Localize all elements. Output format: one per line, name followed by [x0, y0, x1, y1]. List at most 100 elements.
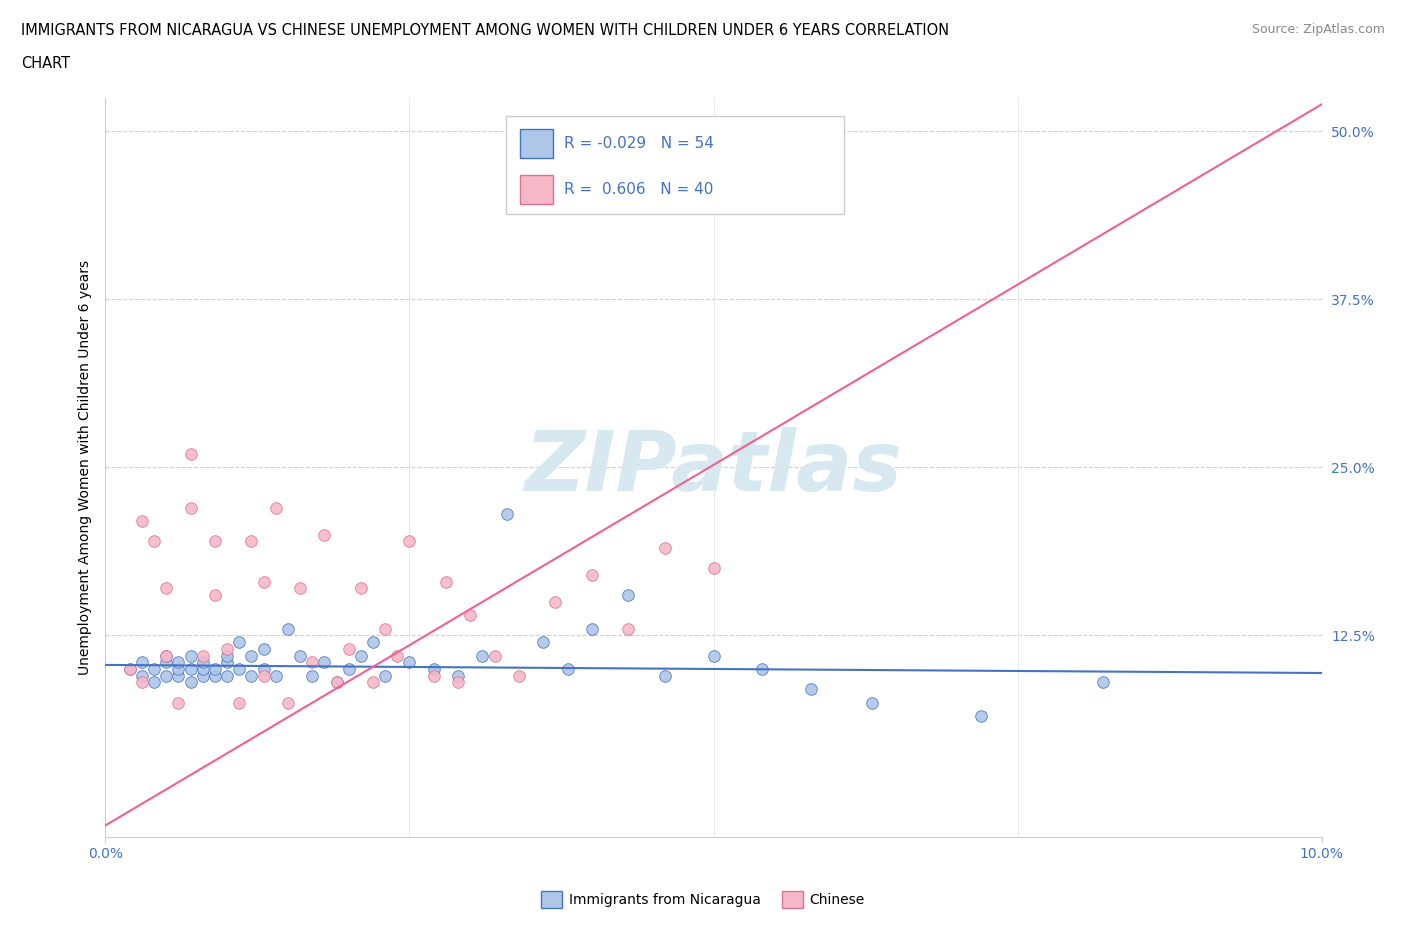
Point: [167, 661, 190, 676]
Point: [180, 648, 202, 663]
Point: [180, 661, 202, 676]
Point: [240, 648, 263, 663]
FancyBboxPatch shape: [520, 129, 554, 158]
Point: [557, 661, 579, 676]
Point: [167, 655, 190, 670]
Point: [374, 621, 396, 636]
Point: [228, 661, 250, 676]
Point: [180, 446, 202, 461]
Point: [131, 513, 153, 528]
Point: [155, 669, 177, 684]
Point: [155, 655, 177, 670]
FancyBboxPatch shape: [506, 116, 844, 214]
Point: [252, 661, 274, 676]
Point: [252, 669, 274, 684]
Point: [180, 675, 202, 690]
Point: [131, 655, 153, 670]
Point: [191, 655, 214, 670]
Point: [387, 648, 409, 663]
Point: [155, 581, 177, 596]
Point: [204, 588, 226, 603]
Point: [531, 634, 554, 649]
Point: [702, 561, 725, 576]
Point: [240, 669, 263, 684]
Point: [508, 669, 530, 684]
Point: [288, 648, 311, 663]
Point: [544, 594, 567, 609]
Point: [617, 588, 640, 603]
Point: [314, 655, 336, 670]
Point: [581, 567, 603, 582]
Point: [751, 661, 773, 676]
Point: [131, 675, 153, 690]
Point: [228, 695, 250, 710]
FancyBboxPatch shape: [520, 175, 554, 205]
Point: [447, 675, 470, 690]
Text: CHART: CHART: [21, 56, 70, 71]
Point: [654, 669, 676, 684]
Point: [398, 534, 420, 549]
Point: [252, 642, 274, 657]
Point: [617, 621, 640, 636]
Point: [350, 648, 373, 663]
Text: R = -0.029   N = 54: R = -0.029 N = 54: [564, 136, 713, 151]
Point: [361, 634, 384, 649]
Point: [143, 675, 166, 690]
Point: [191, 661, 214, 676]
Point: [800, 682, 823, 697]
Point: [204, 669, 226, 684]
Point: [143, 534, 166, 549]
Point: [350, 581, 373, 596]
Point: [458, 608, 481, 623]
Point: [217, 642, 239, 657]
Point: [155, 648, 177, 663]
Point: [495, 507, 517, 522]
Point: [240, 534, 263, 549]
Point: [167, 695, 190, 710]
Legend: Immigrants from Nicaragua, Chinese: Immigrants from Nicaragua, Chinese: [536, 885, 870, 914]
Point: [180, 500, 202, 515]
Point: [118, 661, 141, 676]
Point: [325, 675, 347, 690]
Text: Source: ZipAtlas.com: Source: ZipAtlas.com: [1251, 23, 1385, 36]
Point: [264, 500, 287, 515]
Point: [217, 669, 239, 684]
Point: [581, 621, 603, 636]
Point: [277, 695, 299, 710]
Point: [314, 527, 336, 542]
Point: [143, 661, 166, 676]
Point: [398, 655, 420, 670]
Point: [325, 675, 347, 690]
Point: [423, 669, 446, 684]
Point: [654, 540, 676, 555]
Point: [337, 661, 360, 676]
Point: [337, 642, 360, 657]
Point: [131, 669, 153, 684]
Point: [191, 648, 214, 663]
Point: [228, 634, 250, 649]
Text: R =  0.606   N = 40: R = 0.606 N = 40: [564, 182, 713, 197]
Point: [155, 648, 177, 663]
Point: [167, 669, 190, 684]
Point: [702, 648, 725, 663]
Point: [1091, 675, 1114, 690]
Point: [204, 534, 226, 549]
Point: [252, 574, 274, 589]
Point: [361, 675, 384, 690]
Point: [301, 669, 323, 684]
Text: IMMIGRANTS FROM NICARAGUA VS CHINESE UNEMPLOYMENT AMONG WOMEN WITH CHILDREN UNDE: IMMIGRANTS FROM NICARAGUA VS CHINESE UNE…: [21, 23, 949, 38]
Text: ZIPatlas: ZIPatlas: [524, 427, 903, 508]
Point: [471, 648, 494, 663]
Point: [217, 648, 239, 663]
Point: [277, 621, 299, 636]
Point: [288, 581, 311, 596]
Point: [264, 669, 287, 684]
Point: [423, 661, 446, 676]
Point: [204, 661, 226, 676]
Point: [374, 669, 396, 684]
Point: [970, 709, 993, 724]
Point: [118, 661, 141, 676]
Point: [447, 669, 470, 684]
Point: [217, 655, 239, 670]
Point: [434, 574, 457, 589]
